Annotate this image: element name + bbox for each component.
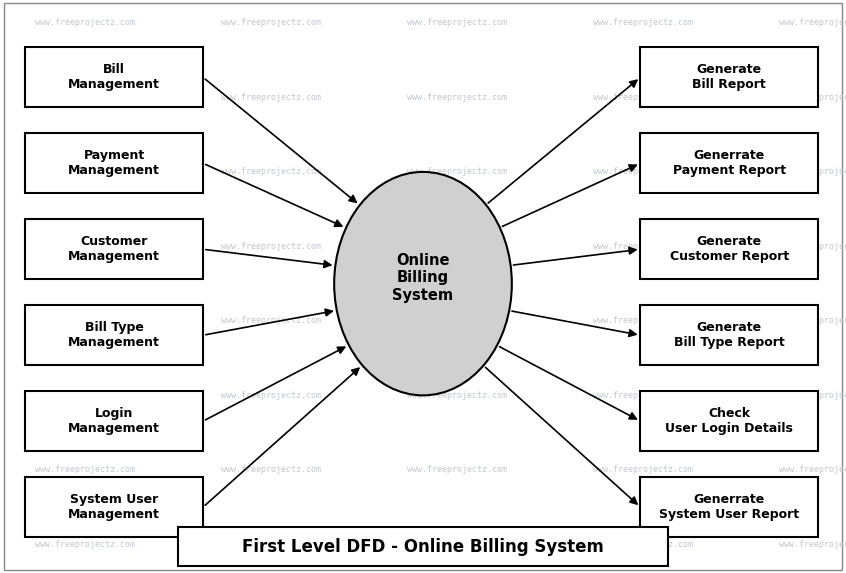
Text: System User
Management: System User Management bbox=[69, 493, 160, 521]
Text: Customer
Management: Customer Management bbox=[69, 236, 160, 263]
Text: www.freeprojectz.com: www.freeprojectz.com bbox=[221, 93, 321, 102]
Text: www.freeprojectz.com: www.freeprojectz.com bbox=[221, 391, 321, 400]
Text: www.freeprojectz.com: www.freeprojectz.com bbox=[593, 18, 693, 28]
Text: www.freeprojectz.com: www.freeprojectz.com bbox=[593, 540, 693, 549]
FancyBboxPatch shape bbox=[640, 477, 818, 537]
Text: www.freeprojectz.com: www.freeprojectz.com bbox=[407, 167, 507, 176]
FancyBboxPatch shape bbox=[178, 527, 668, 566]
Text: www.freeprojectz.com: www.freeprojectz.com bbox=[593, 242, 693, 251]
Text: www.freeprojectz.com: www.freeprojectz.com bbox=[779, 167, 846, 176]
Text: www.freeprojectz.com: www.freeprojectz.com bbox=[221, 167, 321, 176]
Text: www.freeprojectz.com: www.freeprojectz.com bbox=[407, 93, 507, 102]
Text: www.freeprojectz.com: www.freeprojectz.com bbox=[221, 242, 321, 251]
Text: www.freeprojectz.com: www.freeprojectz.com bbox=[35, 540, 135, 549]
Text: Generate
Bill Type Report: Generate Bill Type Report bbox=[674, 321, 784, 349]
FancyBboxPatch shape bbox=[640, 391, 818, 452]
Text: www.freeprojectz.com: www.freeprojectz.com bbox=[779, 242, 846, 251]
Ellipse shape bbox=[334, 172, 512, 395]
Text: www.freeprojectz.com: www.freeprojectz.com bbox=[221, 540, 321, 549]
Text: First Level DFD - Online Billing System: First Level DFD - Online Billing System bbox=[242, 537, 604, 556]
Text: www.freeprojectz.com: www.freeprojectz.com bbox=[407, 540, 507, 549]
Text: www.freeprojectz.com: www.freeprojectz.com bbox=[35, 242, 135, 251]
FancyBboxPatch shape bbox=[25, 477, 203, 537]
Text: Bill Type
Management: Bill Type Management bbox=[69, 321, 160, 349]
FancyBboxPatch shape bbox=[640, 134, 818, 194]
Text: www.freeprojectz.com: www.freeprojectz.com bbox=[407, 242, 507, 251]
Text: www.freeprojectz.com: www.freeprojectz.com bbox=[35, 465, 135, 474]
Text: Online
Billing
System: Online Billing System bbox=[393, 253, 453, 303]
FancyBboxPatch shape bbox=[25, 305, 203, 366]
Text: Bill
Management: Bill Management bbox=[69, 64, 160, 91]
FancyBboxPatch shape bbox=[640, 305, 818, 366]
FancyBboxPatch shape bbox=[25, 219, 203, 280]
Text: Generate
Bill Report: Generate Bill Report bbox=[692, 64, 766, 91]
Text: Generrate
System User Report: Generrate System User Report bbox=[659, 493, 799, 521]
Text: www.freeprojectz.com: www.freeprojectz.com bbox=[407, 316, 507, 325]
Text: www.freeprojectz.com: www.freeprojectz.com bbox=[221, 465, 321, 474]
Text: Login
Management: Login Management bbox=[69, 407, 160, 435]
Text: Payment
Management: Payment Management bbox=[69, 150, 160, 177]
Text: www.freeprojectz.com: www.freeprojectz.com bbox=[35, 167, 135, 176]
Text: www.freeprojectz.com: www.freeprojectz.com bbox=[779, 465, 846, 474]
Text: www.freeprojectz.com: www.freeprojectz.com bbox=[779, 391, 846, 400]
Text: Check
User Login Details: Check User Login Details bbox=[665, 407, 794, 435]
FancyBboxPatch shape bbox=[4, 3, 842, 570]
Text: www.freeprojectz.com: www.freeprojectz.com bbox=[407, 18, 507, 28]
Text: www.freeprojectz.com: www.freeprojectz.com bbox=[779, 540, 846, 549]
Text: Generate
Customer Report: Generate Customer Report bbox=[670, 236, 788, 263]
FancyBboxPatch shape bbox=[25, 391, 203, 452]
Text: Generrate
Payment Report: Generrate Payment Report bbox=[673, 150, 786, 177]
FancyBboxPatch shape bbox=[25, 134, 203, 194]
Text: www.freeprojectz.com: www.freeprojectz.com bbox=[221, 316, 321, 325]
Text: www.freeprojectz.com: www.freeprojectz.com bbox=[35, 391, 135, 400]
Text: www.freeprojectz.com: www.freeprojectz.com bbox=[779, 18, 846, 28]
Text: www.freeprojectz.com: www.freeprojectz.com bbox=[593, 93, 693, 102]
Text: www.freeprojectz.com: www.freeprojectz.com bbox=[779, 93, 846, 102]
Text: www.freeprojectz.com: www.freeprojectz.com bbox=[35, 316, 135, 325]
Text: www.freeprojectz.com: www.freeprojectz.com bbox=[407, 391, 507, 400]
Text: www.freeprojectz.com: www.freeprojectz.com bbox=[593, 167, 693, 176]
Text: www.freeprojectz.com: www.freeprojectz.com bbox=[35, 18, 135, 28]
Text: www.freeprojectz.com: www.freeprojectz.com bbox=[407, 465, 507, 474]
Text: www.freeprojectz.com: www.freeprojectz.com bbox=[593, 391, 693, 400]
Text: www.freeprojectz.com: www.freeprojectz.com bbox=[35, 93, 135, 102]
FancyBboxPatch shape bbox=[640, 48, 818, 108]
FancyBboxPatch shape bbox=[640, 219, 818, 280]
Text: www.freeprojectz.com: www.freeprojectz.com bbox=[593, 316, 693, 325]
Text: www.freeprojectz.com: www.freeprojectz.com bbox=[593, 465, 693, 474]
Text: www.freeprojectz.com: www.freeprojectz.com bbox=[221, 18, 321, 28]
Text: www.freeprojectz.com: www.freeprojectz.com bbox=[779, 316, 846, 325]
FancyBboxPatch shape bbox=[25, 48, 203, 108]
